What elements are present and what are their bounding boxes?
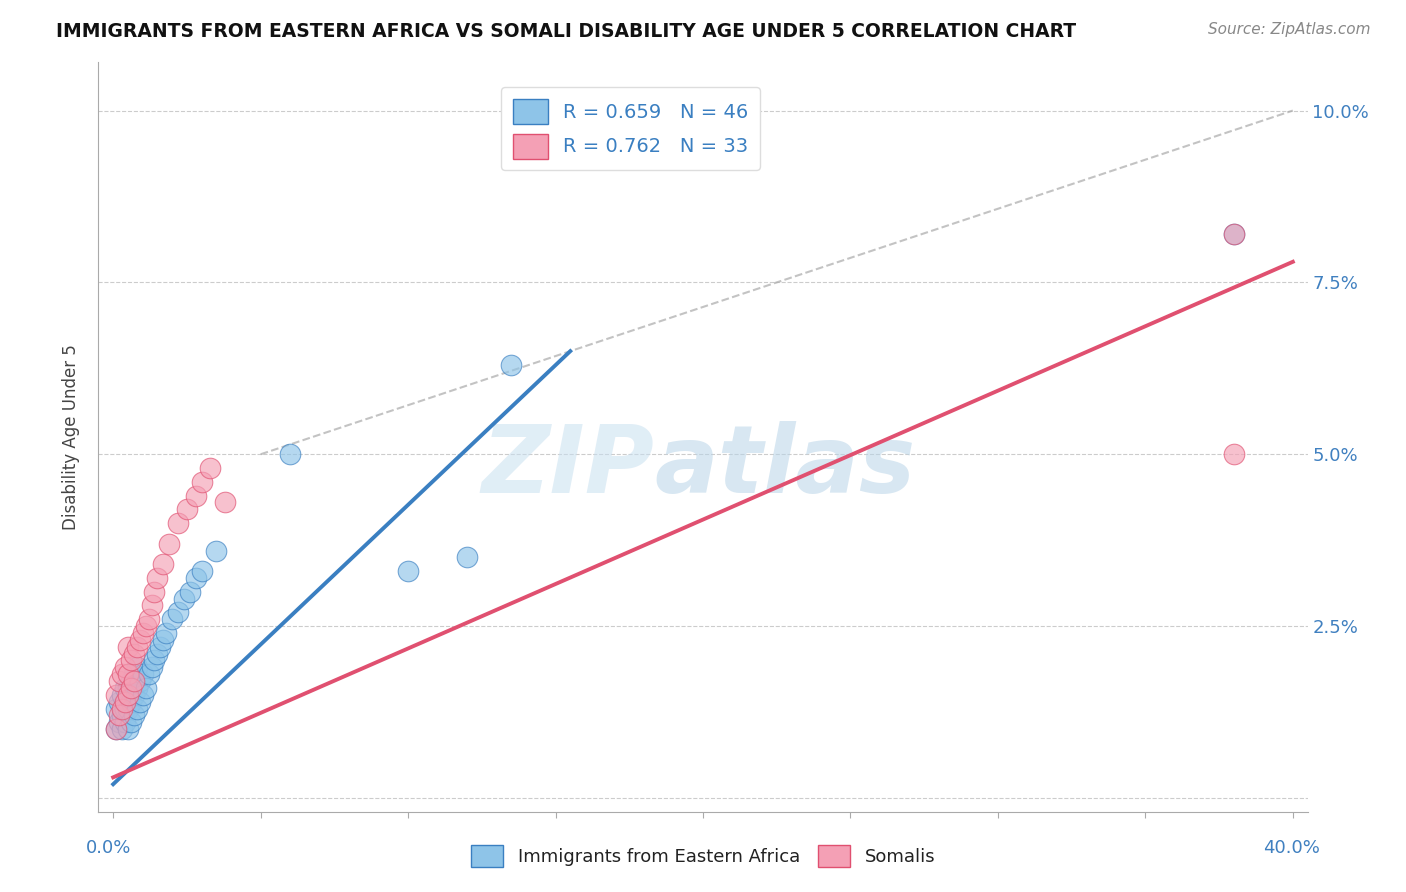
Point [278,447,301,461]
Point [120,653,142,667]
Point [117,723,139,737]
Point [108,715,131,730]
Point [117,688,139,702]
Point [114,695,136,709]
Point [141,660,163,674]
Point [131,667,153,681]
Point [111,688,134,702]
Point [146,647,169,661]
Point [143,584,166,599]
Point [184,571,207,585]
Point [179,584,201,599]
Point [125,660,148,674]
Point [184,489,207,503]
Text: Source: ZipAtlas.com: Source: ZipAtlas.com [1208,22,1371,37]
Point [173,591,195,606]
Point [117,701,139,715]
Point [117,681,139,695]
Point [105,723,128,737]
Point [117,667,139,681]
Legend: R = 0.659   N = 46, R = 0.762   N = 33: R = 0.659 N = 46, R = 0.762 N = 33 [501,87,761,170]
Point [111,667,134,681]
Point [122,647,145,661]
Point [456,550,478,565]
Point [111,701,134,715]
Point [114,681,136,695]
Point [155,626,177,640]
Point [1223,227,1246,242]
Point [1223,227,1246,242]
Point [131,626,153,640]
Point [152,632,174,647]
Point [135,681,157,695]
Point [120,695,142,709]
Point [1223,447,1246,461]
Point [138,667,160,681]
Point [160,612,183,626]
Point [105,701,128,715]
Point [111,723,134,737]
Point [128,695,150,709]
Point [157,536,180,550]
Point [114,660,136,674]
Y-axis label: Disability Age Under 5: Disability Age Under 5 [62,344,80,530]
Point [108,695,131,709]
Point [167,606,190,620]
Point [111,708,134,723]
Point [214,495,236,509]
Point [176,502,198,516]
Point [205,543,228,558]
Point [152,558,174,572]
Point [122,674,145,689]
Point [200,461,222,475]
Point [138,612,160,626]
Point [122,688,145,702]
Legend: Immigrants from Eastern Africa, Somalis: Immigrants from Eastern Africa, Somalis [464,838,942,874]
Point [117,640,139,654]
Text: IMMIGRANTS FROM EASTERN AFRICA VS SOMALI DISABILITY AGE UNDER 5 CORRELATION CHAR: IMMIGRANTS FROM EASTERN AFRICA VS SOMALI… [56,22,1077,41]
Point [143,653,166,667]
Point [125,701,148,715]
Point [128,674,150,689]
Point [105,723,128,737]
Point [167,516,190,530]
Point [131,688,153,702]
Point [501,358,523,372]
Point [120,681,142,695]
Point [125,640,148,654]
Text: atlas: atlas [655,421,915,513]
Point [190,475,212,489]
Point [105,688,128,702]
Point [141,599,163,613]
Text: 0.0%: 0.0% [86,839,132,857]
Point [396,564,419,578]
Text: 40.0%: 40.0% [1263,839,1320,857]
Point [125,681,148,695]
Point [190,564,212,578]
Point [149,640,172,654]
Point [122,708,145,723]
Text: ZIP: ZIP [482,421,655,513]
Point [108,674,131,689]
Point [114,701,136,715]
Point [120,715,142,730]
Point [146,571,169,585]
Point [135,619,157,633]
Point [108,708,131,723]
Point [128,632,150,647]
Point [114,715,136,730]
Point [120,674,142,689]
Point [122,667,145,681]
